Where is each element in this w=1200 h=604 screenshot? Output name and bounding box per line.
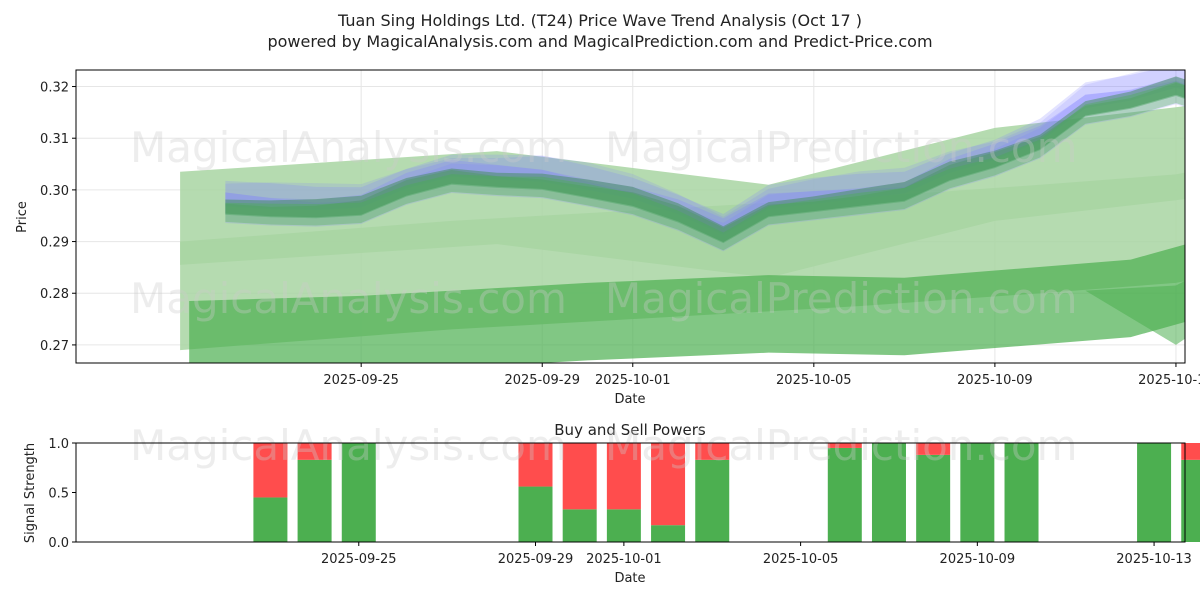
price-x-tick-label: 2025-10-13 — [1138, 373, 1200, 388]
sell-bar — [518, 443, 553, 487]
sell-bar — [651, 443, 686, 526]
forecast-bands — [180, 106, 1185, 363]
signal-x-tick-label: 2025-10-01 — [586, 552, 662, 567]
sell-bar — [297, 443, 332, 460]
price-y-tick-label: 0.30 — [40, 184, 69, 199]
price-wave-1 — [225, 70, 1185, 244]
signal-y-tick-label: 0.0 — [48, 536, 69, 551]
buy-bar — [253, 497, 288, 542]
price-plot-frame — [75, 69, 1186, 364]
sell-bar — [695, 443, 730, 460]
buy-bar — [297, 459, 332, 542]
sell-bar — [827, 443, 862, 448]
figure-title: Tuan Sing Holdings Ltd. (T24) Price Wave… — [337, 11, 862, 30]
price-y-tick-label: 0.29 — [40, 236, 69, 251]
price-x-tick-label: 2025-10-01 — [595, 373, 671, 388]
signal-y-tick-label: 1.0 — [48, 437, 69, 452]
buy-bar — [606, 509, 641, 542]
sell-bar — [253, 443, 288, 498]
price-waves — [225, 70, 1185, 252]
signal-bars — [253, 443, 1200, 542]
price-wave-6 — [225, 76, 1185, 243]
forecast-band-3 — [189, 244, 1185, 363]
price-y-tick-label: 0.27 — [40, 339, 69, 354]
watermark-analysis-top: MagicalAnalysis.com — [130, 123, 567, 172]
signal-x-tick-label: 2025-09-25 — [321, 552, 397, 567]
buy-bar — [960, 443, 995, 542]
price-y-axis: 0.27 0.28 0.29 0.30 0.31 0.32 — [40, 81, 76, 354]
signal-x-tick-label: 2025-10-09 — [940, 552, 1016, 567]
buy-bar — [1181, 459, 1200, 542]
price-wave-4 — [225, 76, 1185, 243]
signal-y-tick-label: 0.5 — [48, 487, 69, 502]
signal-x-axis: 2025-09-25 2025-09-29 2025-10-01 2025-10-05… — [321, 542, 1192, 567]
price-y-tick-label: 0.28 — [40, 287, 69, 302]
buy-bar — [341, 443, 376, 542]
watermark-prediction-mid: MagicalPrediction.com — [605, 274, 1078, 323]
signal-chart-title: Buy and Sell Powers — [554, 421, 706, 439]
forecast-rising-wedge — [1085, 280, 1185, 345]
buy-bar — [651, 525, 686, 542]
watermark-analysis-bottom: MagicalAnalysis.com — [130, 421, 567, 470]
buy-bar — [916, 454, 951, 542]
signal-y-axis: 0.0 0.5 1.0 — [48, 437, 76, 551]
signal-y-label: Signal Strength — [23, 443, 38, 543]
price-x-tick-label: 2025-09-25 — [323, 373, 399, 388]
watermark-analysis-mid: MagicalAnalysis.com — [130, 274, 567, 323]
price-x-axis: 2025-09-25 2025-09-29 2025-10-01 2025-10-05… — [323, 363, 1200, 388]
price-x-label: Date — [614, 392, 645, 407]
watermark-prediction-top: MagicalPrediction.com — [605, 123, 1078, 172]
buy-bar — [562, 509, 597, 542]
price-x-tick-label: 2025-10-05 — [776, 373, 852, 388]
price-x-tick-label: 2025-10-09 — [957, 373, 1033, 388]
watermark-prediction-bottom: MagicalPrediction.com — [605, 421, 1078, 470]
price-wave-7 — [225, 81, 1185, 244]
buy-bar — [871, 443, 906, 542]
signal-x-tick-label: 2025-10-13 — [1116, 552, 1192, 567]
signal-x-tick-label: 2025-10-05 — [763, 552, 839, 567]
price-wave-2 — [225, 70, 1185, 235]
price-y-tick-label: 0.32 — [40, 81, 69, 96]
price-chart: MagicalAnalysis.com MagicalPrediction.co… — [15, 69, 1200, 407]
signal-x-label: Date — [614, 571, 645, 586]
buy-bar — [695, 459, 730, 542]
signal-chart: Buy and Sell Powers MagicalAnalysis.com … — [23, 421, 1200, 586]
sell-bar — [606, 443, 641, 510]
price-y-tick-label: 0.31 — [40, 132, 69, 147]
buy-bar — [1004, 443, 1039, 542]
signal-x-tick-label: 2025-09-29 — [498, 552, 574, 567]
buy-bar — [827, 447, 862, 542]
price-wave-5 — [225, 82, 1185, 251]
price-x-tick-label: 2025-09-29 — [504, 373, 580, 388]
price-y-label: Price — [15, 201, 30, 233]
sell-bar — [562, 443, 597, 510]
figure-subtitle: powered by MagicalAnalysis.com and Magic… — [267, 32, 932, 51]
price-wave-3 — [225, 80, 1185, 252]
buy-bar — [518, 486, 553, 542]
sell-bar — [1181, 443, 1200, 460]
buy-bar — [1137, 443, 1172, 542]
sell-bar — [916, 443, 951, 455]
